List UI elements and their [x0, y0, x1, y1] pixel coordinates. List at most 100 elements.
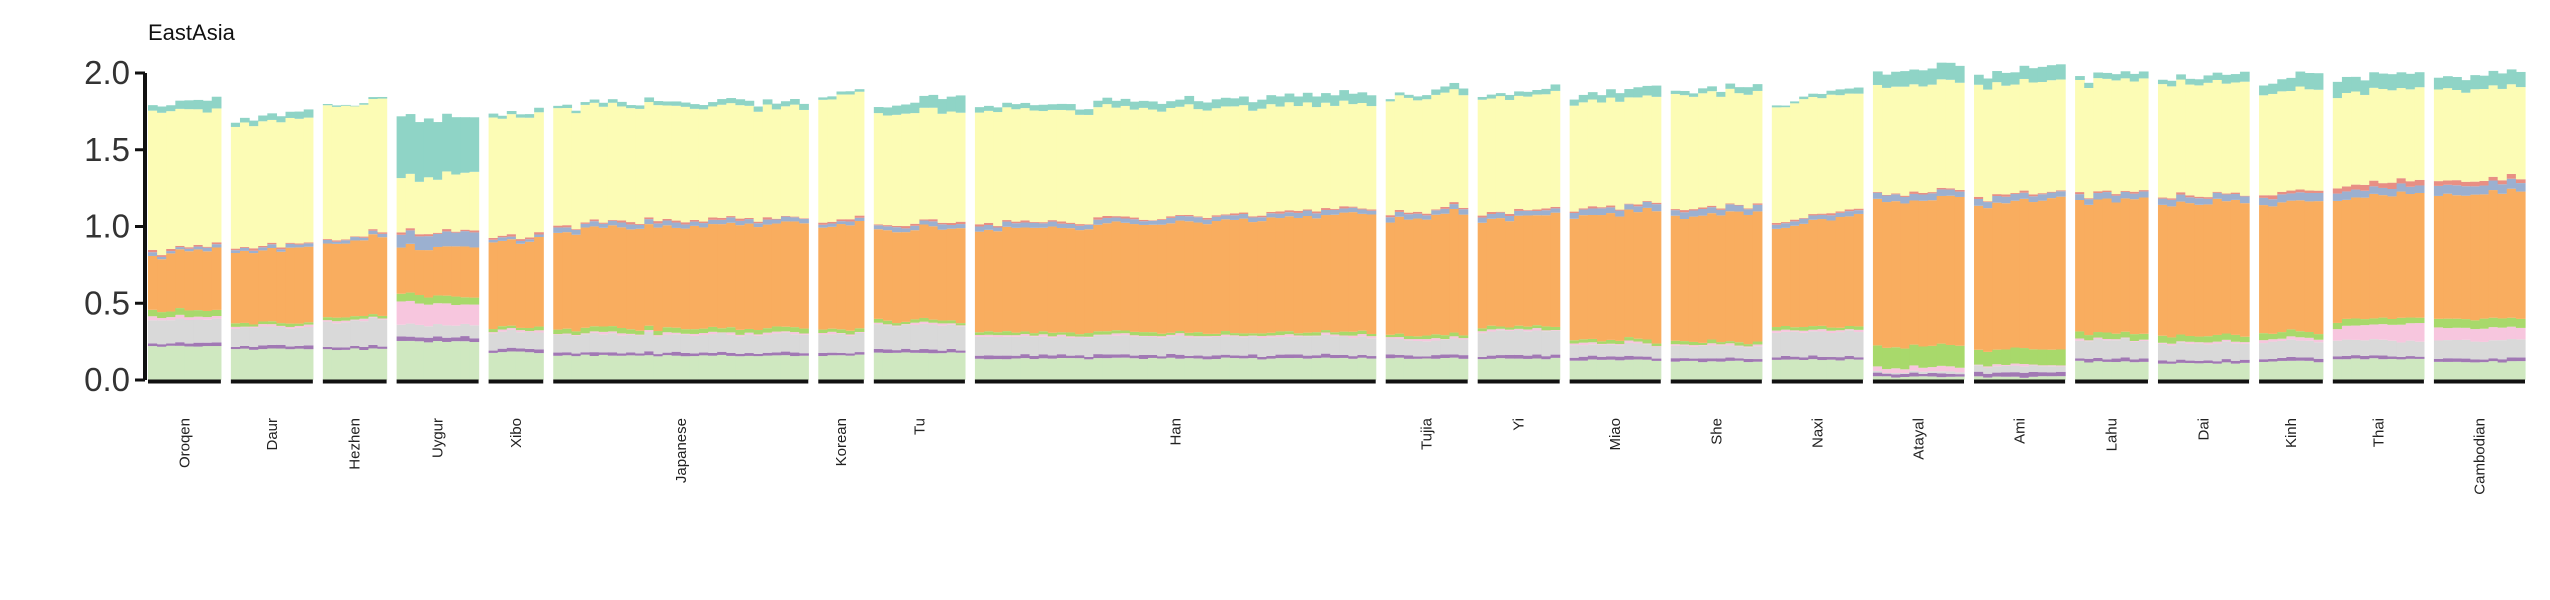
- bar-segment: [1633, 359, 1644, 380]
- bar-segment: [1075, 334, 1085, 337]
- bar-segment: [1550, 357, 1561, 380]
- bar-segment: [689, 329, 700, 334]
- bar-segment: [1431, 94, 1441, 210]
- bar-segment: [2167, 363, 2177, 380]
- bar-segment: [1983, 373, 1993, 378]
- bar-segment: [827, 331, 838, 335]
- bar-segment: [1284, 210, 1295, 213]
- bar-segment: [1147, 109, 1158, 221]
- bar-segment: [1587, 214, 1598, 339]
- bar-segment: [1523, 358, 1533, 380]
- bar-segment: [644, 219, 655, 225]
- bar-segment: [1983, 367, 1993, 374]
- bar-segment: [341, 105, 351, 240]
- bar-segment: [1936, 189, 1947, 196]
- bar-segment: [2277, 79, 2287, 92]
- bar-segment: [488, 113, 499, 118]
- bar-segment: [2037, 365, 2048, 367]
- bar-segment: [1550, 330, 1561, 331]
- bar-segment: [698, 109, 709, 222]
- bar-segment: [1679, 210, 1690, 213]
- bar-segment: [2129, 362, 2140, 380]
- bar-segment: [1606, 97, 1616, 206]
- bar-segment: [166, 251, 176, 254]
- bar-segment: [571, 335, 582, 354]
- bar-segment: [1514, 210, 1524, 216]
- bar-segment: [2479, 185, 2490, 195]
- bar-segment: [2360, 359, 2370, 380]
- bar-segment: [1882, 194, 1892, 196]
- chart-title: EastAsia: [148, 20, 236, 45]
- bar-segment: [1799, 332, 1809, 358]
- bar-segment: [744, 100, 755, 106]
- bar-segment: [1679, 360, 1690, 380]
- bar-segment: [1945, 189, 1956, 196]
- bar-segment: [1066, 104, 1076, 111]
- bar-segment: [267, 321, 278, 325]
- bar-segment: [2304, 201, 2315, 333]
- bar-segment: [626, 329, 636, 334]
- bar-segment: [726, 352, 737, 356]
- bar-segment: [717, 354, 727, 380]
- bar-segment: [211, 346, 222, 380]
- bar-segment: [451, 305, 461, 326]
- bar-segment: [350, 316, 360, 320]
- bar-segment: [1587, 342, 1598, 345]
- bar-segment: [799, 218, 809, 219]
- bar-segment: [1002, 359, 1012, 380]
- bar-segment: [525, 331, 535, 332]
- bar-segment: [469, 325, 480, 339]
- bar-segment: [1826, 357, 1837, 360]
- bar-segment: [753, 335, 764, 354]
- bar-segment: [322, 239, 333, 240]
- bar-segment: [1366, 210, 1377, 215]
- bar-segment: [1056, 227, 1067, 333]
- bar-segment: [2443, 180, 2453, 185]
- bar-segment: [1725, 341, 1736, 344]
- bar-segment: [1853, 359, 1864, 380]
- bar-segment: [790, 356, 800, 380]
- bar-segment: [1184, 216, 1195, 222]
- bar-segment: [1992, 349, 2002, 365]
- bar-segment: [497, 348, 508, 353]
- bar-segment: [1743, 346, 1754, 348]
- bar-segment: [928, 107, 939, 220]
- bar-segment: [2277, 338, 2287, 341]
- bar-segment: [451, 117, 461, 175]
- bar-segment: [1927, 372, 1938, 377]
- bar-segment: [1679, 345, 1690, 359]
- bar-segment: [258, 326, 268, 346]
- bar-segment: [2221, 359, 2232, 363]
- bar-segment: [1707, 339, 1717, 344]
- bar-segment: [717, 104, 727, 218]
- bar-segment: [433, 324, 443, 337]
- bar-segment: [1477, 328, 1488, 332]
- bar-segment: [166, 320, 176, 344]
- bar-segment: [873, 318, 884, 323]
- bar-segment: [1102, 354, 1113, 359]
- bar-segment: [2194, 196, 2205, 199]
- bar-segment: [442, 231, 452, 247]
- bar-segment: [1348, 335, 1359, 339]
- bar-segment: [1257, 359, 1267, 380]
- bar-segment: [1882, 87, 1892, 195]
- bar-segment: [1679, 341, 1690, 345]
- bar-segment: [350, 105, 360, 107]
- bar-segment: [2203, 360, 2214, 364]
- bar-segment: [2470, 89, 2481, 182]
- bar-segment: [1477, 333, 1488, 357]
- bar-segment: [1514, 328, 1524, 331]
- bar-segment: [1422, 335, 1432, 340]
- bar-segment: [2304, 332, 2315, 338]
- bar-segment: [2506, 317, 2517, 327]
- bar-segment: [635, 223, 645, 225]
- bar-segment: [1642, 344, 1653, 357]
- bar-segment: [1075, 336, 1085, 338]
- bar-segment: [1440, 335, 1451, 340]
- bar-segment: [892, 326, 902, 351]
- bar-segment: [753, 330, 764, 335]
- bar-segment: [285, 323, 296, 327]
- bar-segment: [662, 218, 673, 221]
- bar-segment: [1615, 210, 1625, 217]
- bar-segment: [303, 242, 314, 244]
